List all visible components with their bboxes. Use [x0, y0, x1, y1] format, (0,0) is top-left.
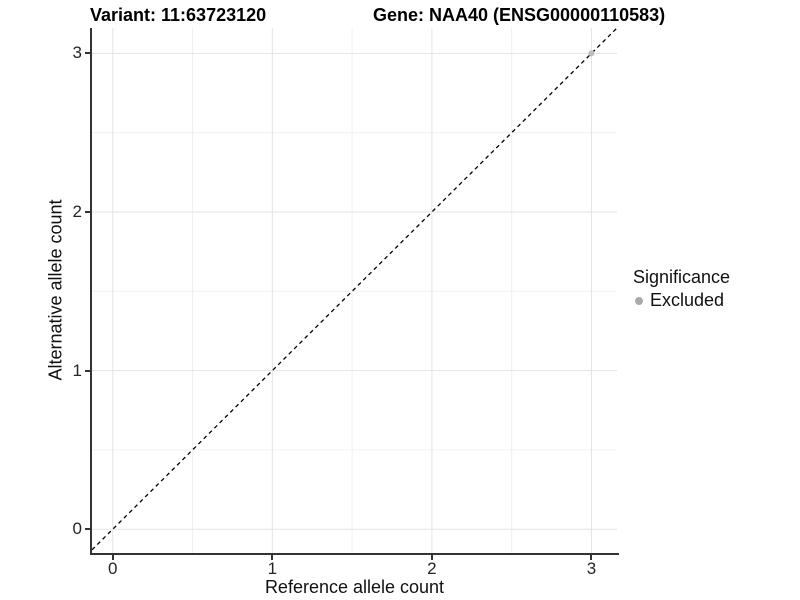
- legend-item-excluded: Excluded: [631, 290, 730, 311]
- y-tick-mark: [85, 210, 90, 213]
- x-axis-line: [90, 553, 619, 555]
- x-tick-label: 2: [427, 559, 437, 578]
- legend-title: Significance: [633, 267, 731, 287]
- y-tick-label: 2: [72, 201, 82, 221]
- plot-title-variant: Variant: 11:63723120: [90, 5, 267, 25]
- chart-canvas: [91, 27, 618, 553]
- y-tick-label: 1: [72, 360, 82, 380]
- x-tick-mark: [111, 555, 114, 560]
- legend: Significance Excluded: [627, 267, 730, 311]
- legend-item-label: Excluded: [650, 290, 725, 310]
- x-tick-mark: [430, 555, 433, 560]
- y-axis-line: [90, 28, 92, 555]
- y-axis-title: Alternative allele count: [45, 199, 66, 381]
- x-axis-title: Reference allele count: [264, 577, 445, 597]
- y-tick-label: 3: [72, 43, 82, 63]
- panel: 0 1 2 3 0 1 2 3: [73, 27, 619, 578]
- y-tick-label: 0: [72, 519, 82, 539]
- x-tick-label: 0: [108, 559, 118, 578]
- x-tick-label: 3: [586, 559, 597, 578]
- x-tick-label: 1: [267, 559, 278, 578]
- plot-title-gene: Gene: NAA40 (ENSG00000110583): [373, 5, 666, 25]
- legend-dot-icon: [635, 297, 643, 305]
- y-tick-mark: [85, 52, 90, 55]
- y-tick-mark: [85, 528, 90, 531]
- y-tick-mark: [85, 369, 90, 372]
- x-tick-mark: [590, 555, 593, 560]
- x-tick-mark: [271, 555, 274, 560]
